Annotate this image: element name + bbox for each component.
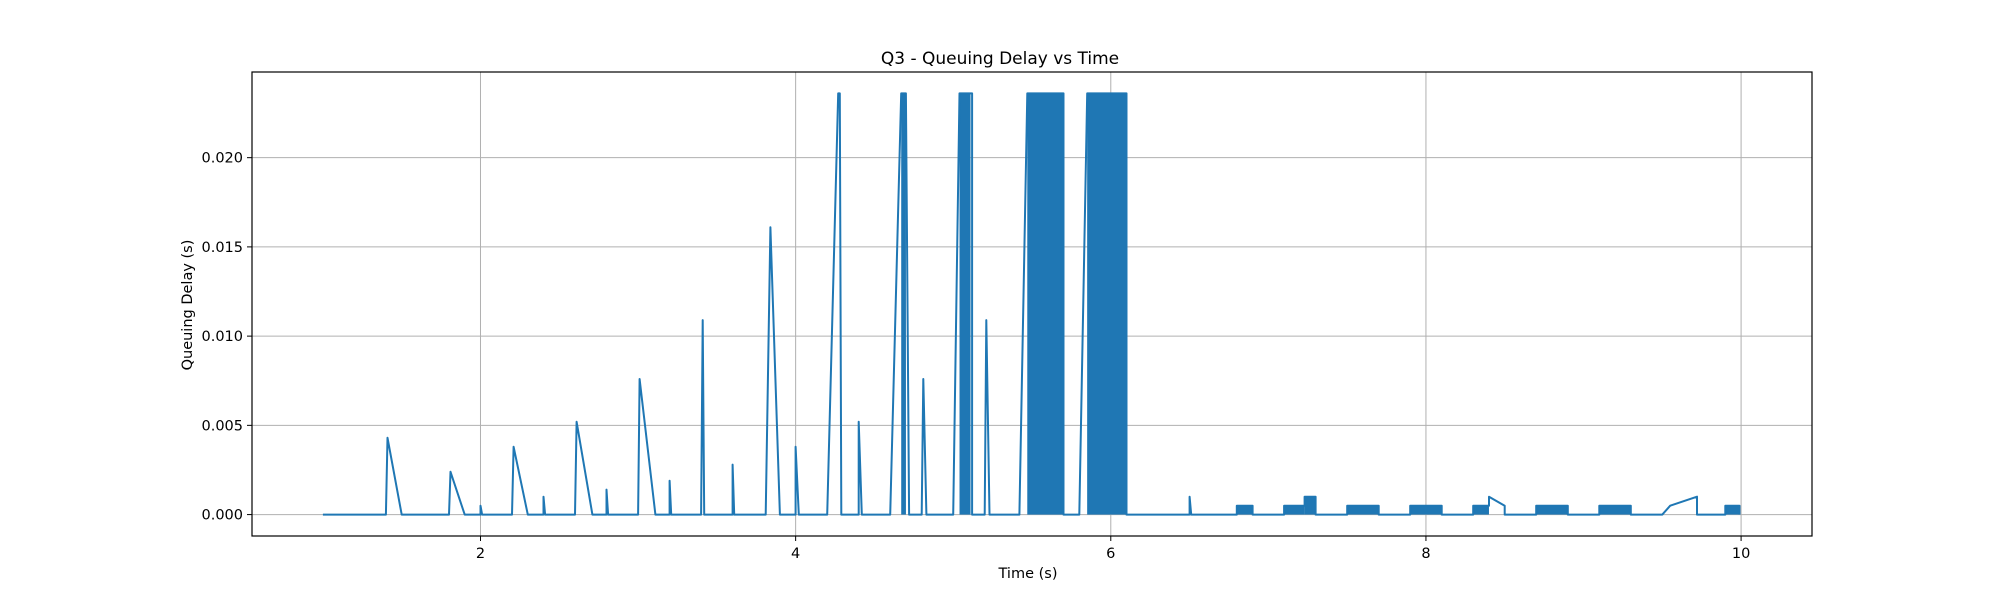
series-line (322, 92, 1741, 516)
oscillation-band (1599, 505, 1631, 515)
y-tick-label: 0.000 (201, 508, 243, 524)
plot-frame (251, 71, 1813, 537)
oscillation-band (959, 93, 971, 515)
oscillation-band (1284, 505, 1305, 515)
y-tick-label: 0.020 (201, 151, 243, 167)
oscillation-band (1304, 496, 1316, 515)
y-tick-label: 0.010 (201, 329, 243, 345)
x-tick-label: 6 (1106, 546, 1115, 562)
oscillation-band (1536, 505, 1568, 515)
y-tick-label: 0.015 (201, 240, 243, 256)
oscillation-band (1347, 505, 1379, 515)
series-layer (322, 92, 1741, 516)
x-tick-label: 8 (1421, 546, 1430, 562)
y-axis-label: Queuing Delay (s) (180, 240, 196, 371)
oscillation-band (1032, 93, 1064, 515)
ticks: 2 4 6 8 10 0.000 0.005 0.010 0.015 0.020 (201, 151, 1750, 562)
axes-frame (251, 71, 1813, 537)
x-axis-label: Time (s) (998, 566, 1058, 582)
oscillation-band (1236, 505, 1253, 515)
x-tick-label: 4 (791, 546, 800, 562)
oscillation-band (1725, 505, 1740, 515)
x-tick-label: 2 (476, 546, 485, 562)
x-tick-label: 10 (1732, 546, 1750, 562)
dense-oscillation-bands (901, 93, 1740, 515)
oscillation-band (901, 93, 906, 515)
oscillation-band (1027, 93, 1032, 515)
chart-title: Q3 - Queuing Delay vs Time (881, 49, 1119, 69)
y-tick-label: 0.005 (201, 418, 243, 434)
oscillation-band (1087, 93, 1127, 515)
oscillation-band (1473, 505, 1489, 515)
oscillation-band (1410, 505, 1442, 515)
